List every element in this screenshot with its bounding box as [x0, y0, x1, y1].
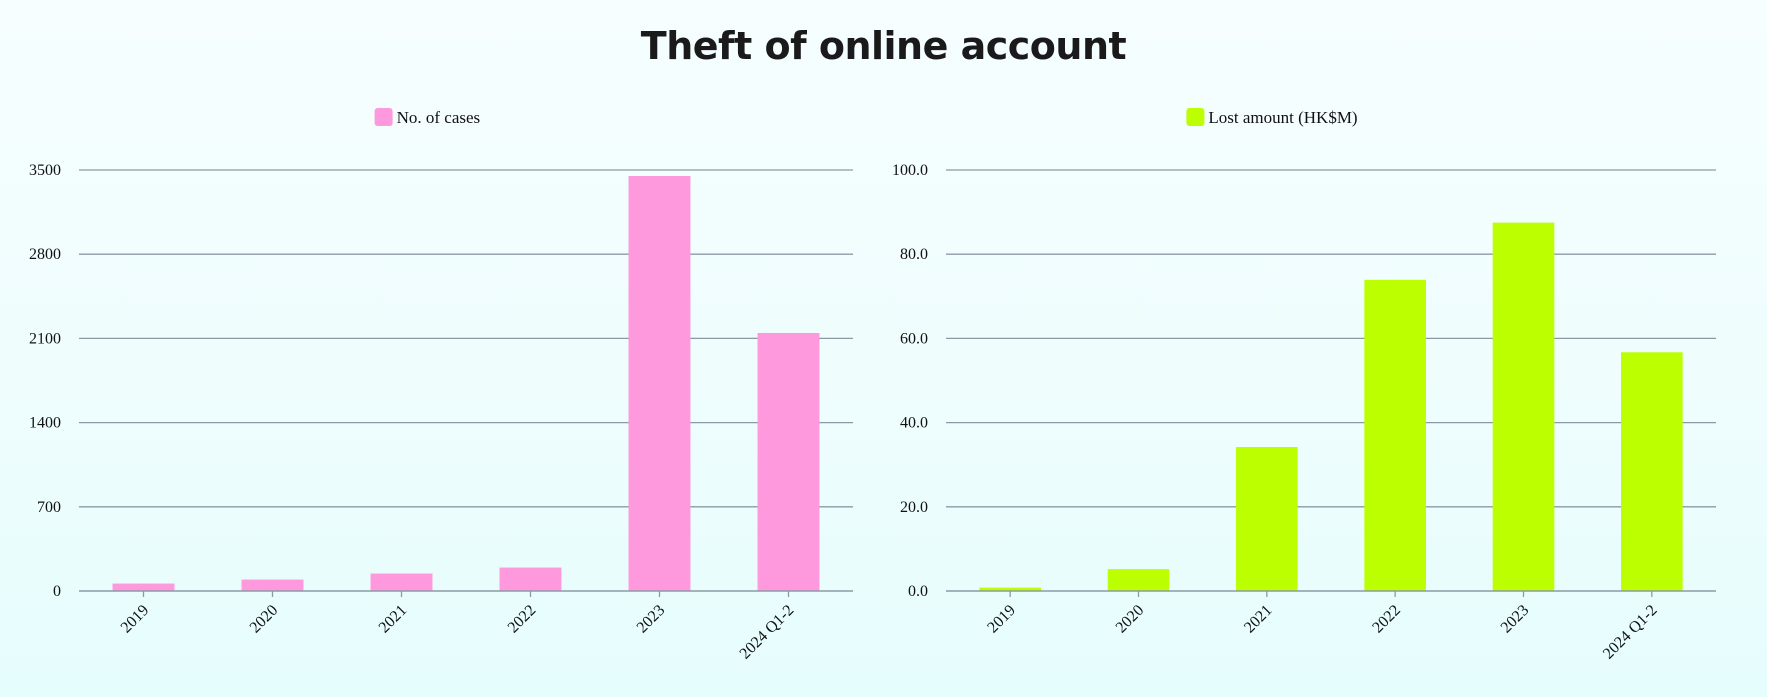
bar[interactable] — [1364, 279, 1426, 591]
bar[interactable] — [1107, 569, 1170, 591]
y-tick-label: 1400 — [29, 415, 61, 432]
y-tick-label: 100.0 — [892, 162, 928, 179]
x-tick-label: 2024 Q1-2 — [1600, 602, 1661, 663]
x-tick-label: 2020 — [247, 602, 282, 637]
legend[interactable]: Lost amount (HK$M) — [1186, 108, 1358, 127]
y-tick-label: 2800 — [29, 246, 61, 263]
x-tick-label: 2022 — [1369, 602, 1404, 637]
y-tick-label: 3500 — [29, 162, 61, 179]
x-tick-label: 2020 — [1113, 602, 1148, 637]
legend-label: Lost amount (HK$M) — [1208, 108, 1357, 127]
bar[interactable] — [1621, 352, 1683, 591]
x-tick-label: 2021 — [376, 602, 411, 637]
y-tick-label: 40.0 — [900, 415, 928, 432]
y-tick-label: 80.0 — [900, 246, 928, 263]
x-tick-label: 2024 Q1-2 — [737, 602, 798, 663]
page-title: Theft of online account — [640, 24, 1127, 68]
bar[interactable] — [499, 567, 562, 591]
bar[interactable] — [1236, 447, 1298, 591]
lost-amount-chart: Lost amount (HK$M) 0.0 20.0 40.0 60.0 80.0 100… — [892, 108, 1716, 663]
legend-label: No. of cases — [397, 108, 481, 127]
legend-swatch — [1186, 108, 1205, 126]
x-tick-label: 2019 — [118, 602, 153, 637]
x-tick-label: 2021 — [1241, 602, 1276, 637]
cases-chart: No. of cases 0 700 1400 2100 2800 3500 2019 2020… — [29, 108, 853, 663]
x-tick-label: 2022 — [505, 602, 540, 637]
y-tick-label: 60.0 — [900, 330, 928, 347]
x-tick-label: 2023 — [634, 602, 669, 637]
legend-swatch — [374, 108, 393, 126]
bar[interactable] — [628, 176, 691, 591]
bar[interactable] — [241, 579, 304, 591]
y-tick-label: 0.0 — [908, 583, 928, 600]
y-tick-label: 0 — [53, 583, 61, 600]
x-tick-label: 2023 — [1498, 602, 1533, 637]
bar[interactable] — [757, 332, 820, 591]
y-tick-label: 20.0 — [900, 499, 928, 516]
bar[interactable] — [112, 583, 175, 591]
x-tick-label: 2019 — [984, 602, 1019, 637]
y-tick-label: 700 — [37, 499, 61, 516]
legend[interactable]: No. of cases — [374, 108, 481, 127]
bar[interactable] — [979, 587, 1041, 591]
y-tick-label: 2100 — [29, 330, 61, 347]
bar[interactable] — [370, 573, 433, 591]
bar[interactable] — [1492, 222, 1555, 591]
